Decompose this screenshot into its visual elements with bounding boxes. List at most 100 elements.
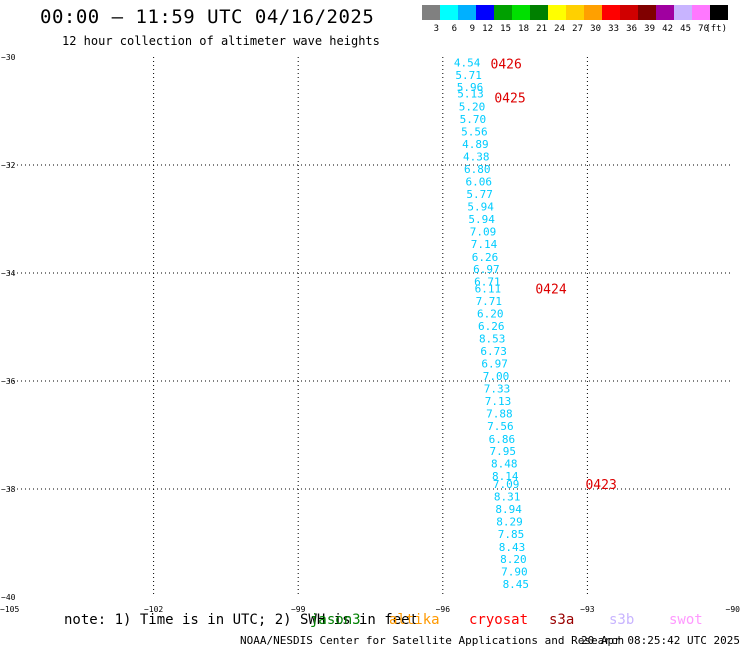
wave-height-value: 7.88 — [486, 407, 513, 420]
wave-height-value: 6.80 — [464, 163, 491, 176]
wave-height-value: 4.89 — [462, 138, 489, 151]
lat-tick-label: −32 — [1, 161, 16, 170]
time-label: 0425 — [494, 92, 525, 107]
wave-height-value: 5.20 — [459, 101, 486, 114]
colorbar-swatch — [458, 5, 476, 20]
wave-height-value: 6.06 — [465, 176, 492, 189]
colorbar-swatch — [692, 5, 710, 20]
legend-sat-swot: swot — [669, 612, 703, 628]
footer-timestamp: 20 Apr 08:25:42 UTC 2025 — [581, 634, 740, 647]
wave-height-value: 8.94 — [495, 503, 522, 516]
colorbar-swatch — [494, 5, 512, 20]
wave-height-value: 6.20 — [477, 308, 504, 321]
wave-height-value: 7.14 — [471, 238, 498, 251]
wave-height-value: 5.13 — [457, 88, 484, 101]
wave-height-value: 7.71 — [476, 295, 503, 308]
wave-height-value: 5.96 — [457, 81, 484, 94]
wave-height-value: 6.26 — [472, 251, 499, 264]
colorbar-label: 30 — [590, 24, 601, 34]
wave-height-value: 8.31 — [494, 491, 520, 504]
legend-sat-s3a: s3a — [549, 612, 575, 628]
time-label: 0424 — [535, 283, 566, 298]
page-subtitle: 12 hour collection of altimeter wave hei… — [62, 34, 380, 48]
colorbar-swatch — [620, 5, 638, 20]
lon-tick-label: −99 — [291, 605, 306, 614]
wave-height-value: 5.94 — [467, 201, 494, 214]
legend-sat-jason3: jason3 — [310, 612, 361, 628]
wave-height-value: 8.45 — [503, 578, 530, 591]
wave-height-value: 7.56 — [487, 420, 514, 433]
colorbar-label: 15 — [500, 24, 511, 34]
lat-tick-label: −30 — [1, 53, 16, 62]
wave-height-value: 5.71 — [455, 69, 482, 82]
colorbar-swatch — [440, 5, 458, 20]
colorbar-swatch — [710, 5, 728, 20]
colorbar-swatch — [548, 5, 566, 20]
wave-height-value: 6.97 — [473, 263, 500, 276]
wave-height-value: 8.29 — [496, 515, 523, 528]
wave-height-value: 6.71 — [474, 276, 501, 289]
colorbar-swatch — [638, 5, 656, 20]
colorbar-swatch — [530, 5, 548, 20]
time-label: 0426 — [491, 57, 522, 72]
wave-height-value: 6.73 — [480, 345, 507, 358]
colorbar-label: 24 — [554, 24, 565, 34]
lon-tick-label: −96 — [436, 605, 451, 614]
colorbar-label: 9 — [470, 24, 475, 34]
wave-height-value: 7.09 — [470, 225, 497, 238]
colorbar-label: 3 — [434, 24, 439, 34]
wave-height-value: 5.77 — [466, 188, 493, 201]
colorbar-swatch — [656, 5, 674, 20]
legend-sat-s3b: s3b — [609, 612, 635, 628]
lon-tick-label: −105 — [0, 605, 19, 614]
time-label: 0423 — [585, 478, 616, 493]
lat-tick-label: −40 — [1, 593, 16, 602]
wave-height-value: 5.56 — [461, 126, 488, 139]
colorbar-label: 12 — [482, 24, 493, 34]
colorbar-label: 39 — [644, 24, 655, 34]
colorbar-swatch — [422, 5, 440, 20]
page-title: 00:00 – 11:59 UTC 04/16/2025 — [40, 6, 375, 28]
colorbar-swatch — [566, 5, 584, 20]
lon-tick-label: −93 — [580, 605, 595, 614]
colorbar-label: 42 — [662, 24, 673, 34]
wave-height-value: 6.11 — [475, 283, 502, 296]
colorbar-label: 36 — [626, 24, 637, 34]
colorbar-swatch — [512, 5, 530, 20]
wave-height-value: 8.48 — [491, 458, 518, 471]
wave-height-value: 5.70 — [460, 113, 487, 126]
wave-height-value: 5.94 — [468, 213, 495, 226]
lat-tick-label: −38 — [1, 485, 16, 494]
colorbar-swatch — [584, 5, 602, 20]
colorbar-label: 70 — [698, 24, 709, 34]
wave-height-value: 4.38 — [463, 150, 490, 163]
wave-height-value: 6.97 — [481, 358, 508, 371]
colorbar-label: 33 — [608, 24, 619, 34]
wave-height-value: 7.95 — [490, 445, 516, 458]
wave-height-value: 4.54 — [454, 56, 481, 69]
lat-tick-label: −34 — [1, 269, 16, 278]
wave-height-value: 7.33 — [484, 383, 511, 396]
lat-tick-label: −36 — [1, 377, 16, 386]
wave-height-value: 7.13 — [485, 395, 512, 408]
colorbar-label: 21 — [536, 24, 547, 34]
legend-sat-cryosat: cryosat — [469, 612, 529, 628]
wave-height-value: 8.43 — [499, 541, 526, 554]
colorbar-label: (ft) — [705, 24, 727, 34]
colorbar-label: 6 — [452, 24, 457, 34]
wave-height-value: 8.14 — [492, 470, 519, 483]
wave-height-value: 6.86 — [489, 433, 515, 446]
wave-height-value: 7.90 — [501, 566, 528, 579]
wave-height-value: 8.20 — [500, 553, 526, 566]
legend-sat-altika: altika — [389, 612, 440, 628]
legend-note: note: 1) Time is in UTC; 2) SWH is in fe… — [64, 612, 419, 628]
colorbar-swatch — [602, 5, 620, 20]
footer-credit: NOAA/NESDIS Center for Satellite Applica… — [240, 634, 625, 647]
wave-height-value: 7.09 — [493, 478, 519, 491]
lon-tick-label: −90 — [726, 605, 740, 614]
colorbar-swatch — [476, 5, 494, 20]
colorbar-label: 45 — [680, 24, 691, 34]
color-scale-legend: 3 6 9 12 15 18 21 24 27 30 33 36 39 42 45 70(ft) — [422, 5, 728, 34]
lon-tick-label: −102 — [144, 605, 163, 614]
